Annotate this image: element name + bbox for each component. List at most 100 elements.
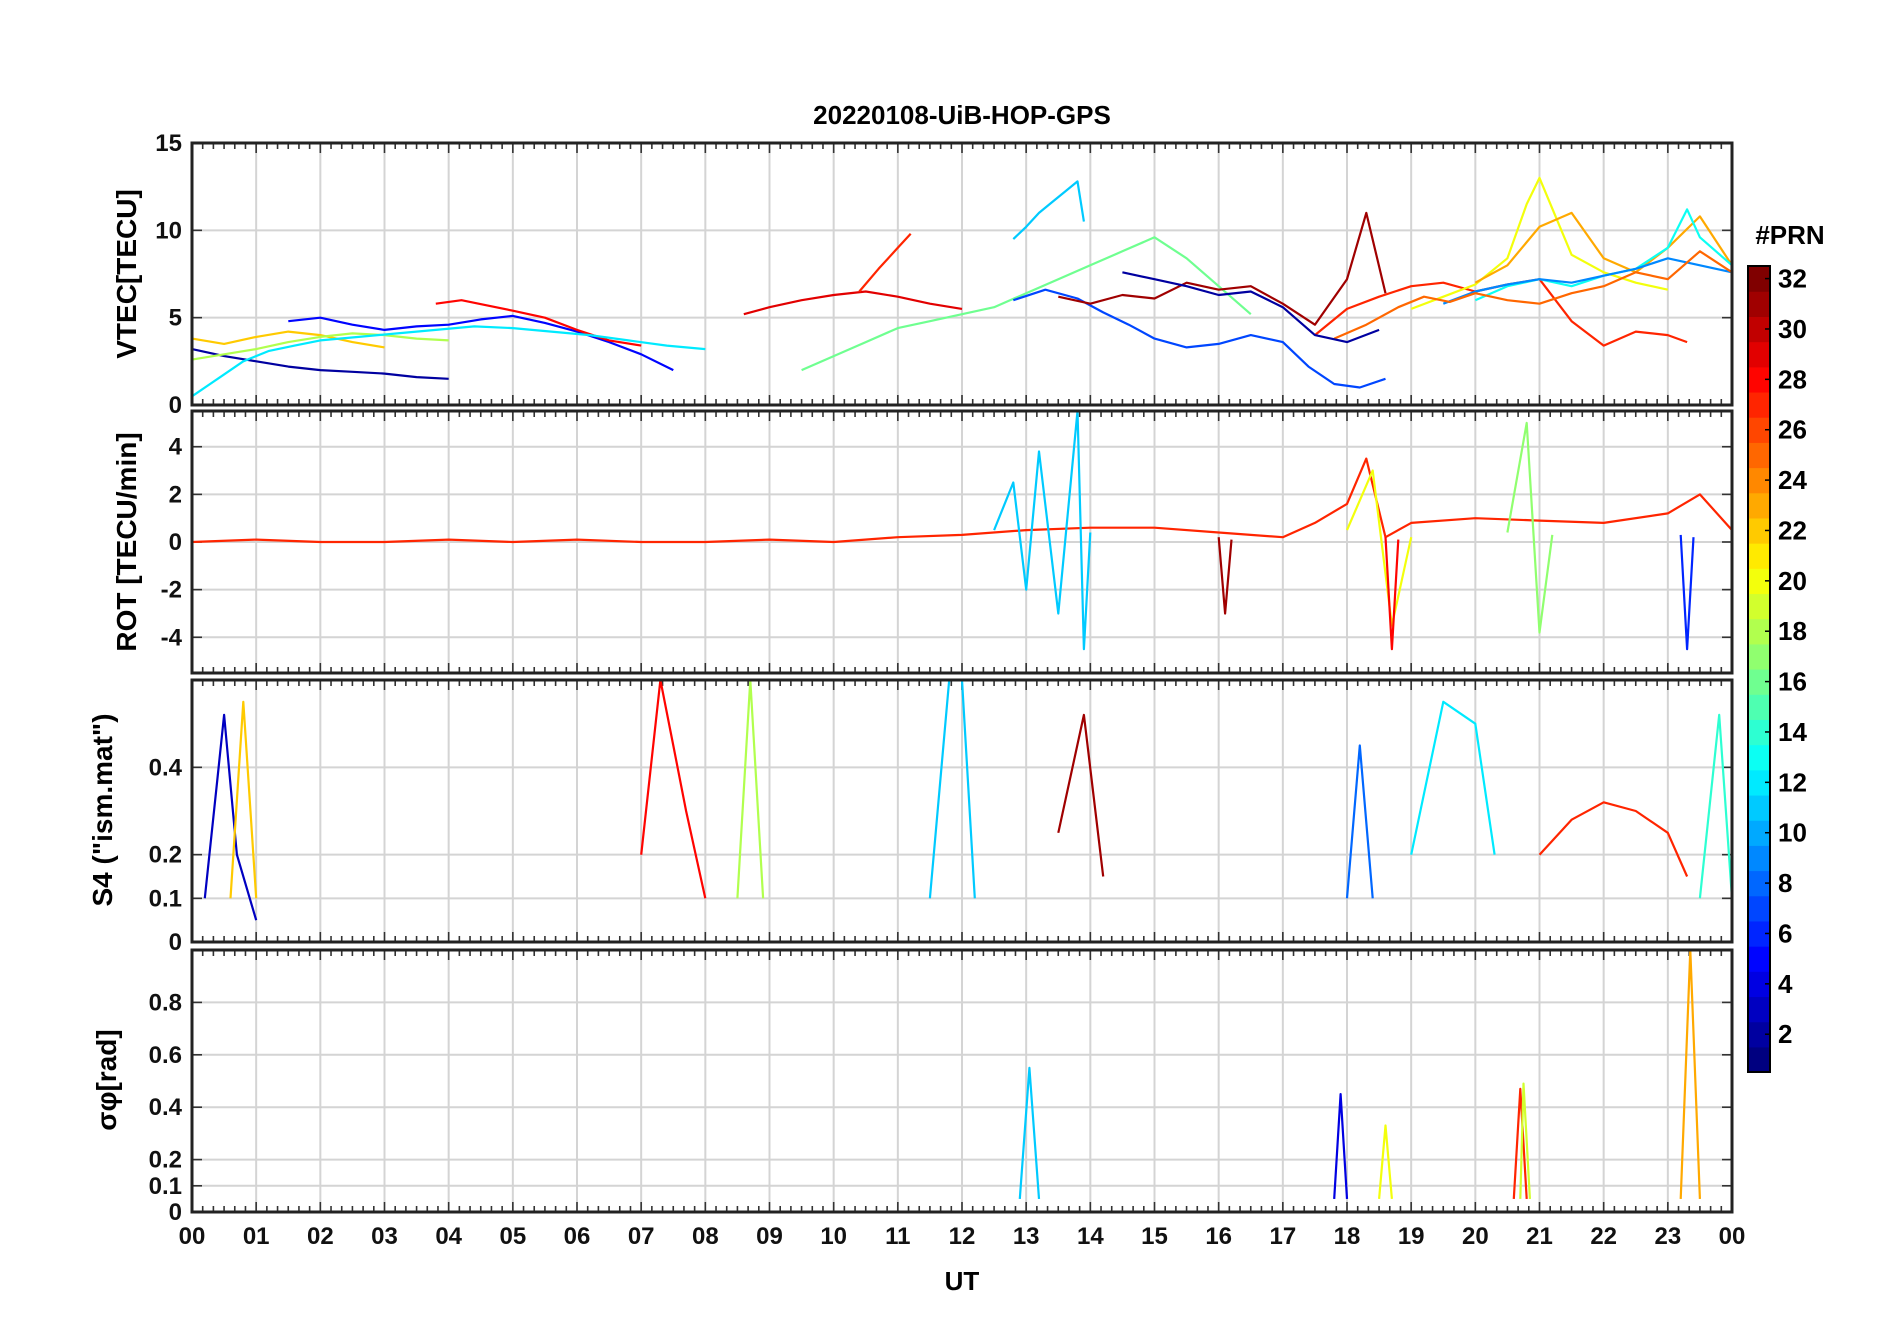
colorbar-tick-label: 8 [1778, 868, 1792, 898]
panel-frame [190, 678, 1734, 944]
x-tick-label: 16 [1205, 1223, 1232, 1250]
series-line-prn-11 [993, 409, 1092, 651]
x-tick-label: 13 [1013, 1223, 1040, 1250]
series-line-prn-20 [1345, 469, 1413, 627]
series-line-prn-14 [1698, 713, 1734, 899]
panel-rot: -4 -2 0 2 4 ROT [TECU/min] [111, 409, 1734, 675]
series-line-prn-11 [1012, 180, 1085, 240]
colorbar-cell-prn-8 [1748, 870, 1770, 897]
series-line-prn-6 [1679, 534, 1695, 651]
panel-vtec-ylabel: VTEC[TECU] [111, 189, 142, 359]
series-line-prn-27 [191, 457, 1733, 544]
x-tick-labels: 00 01 02 03 04 05 06 07 08 09 10 11 12 13 14 15 16 17 18 19… [179, 1223, 1746, 1250]
colorbar-tick-label: 28 [1778, 364, 1807, 394]
colorbar-cell-prn-24 [1748, 467, 1770, 494]
colorbar-cell-prn-31 [1748, 291, 1770, 317]
y-tick-label: 0.2 [149, 1147, 182, 1174]
series-line-prn-8 [1345, 744, 1374, 899]
x-tick-label: 17 [1269, 1223, 1296, 1250]
colorbar-cell-prn-4 [1748, 971, 1770, 998]
x-tick-label: 00 [179, 1223, 206, 1250]
series-line-prn-31 [1057, 713, 1105, 877]
y-tick-label: 0.8 [149, 989, 182, 1016]
series-line-prn-17 [1506, 421, 1554, 634]
chart-title: 20220108-UiB-HOP-GPS [813, 100, 1111, 130]
colorbar-tick-label: 24 [1778, 465, 1807, 495]
x-tick-label: 22 [1590, 1223, 1617, 1250]
series-line-prn-4 [1333, 1092, 1349, 1199]
series-line-prn-28 [435, 299, 642, 347]
colorbar-tick-label: 30 [1778, 314, 1807, 344]
series-line-prn-27 [858, 233, 912, 293]
series-line-prn-18 [191, 332, 449, 361]
y-tick-label: 0.2 [149, 842, 182, 869]
x-tick-label: 10 [820, 1223, 847, 1250]
y-tick-label: -2 [161, 577, 182, 604]
panel-frame [190, 141, 1734, 407]
colorbar-cell-prn-21 [1748, 543, 1770, 569]
y-tick-label: 0 [169, 929, 182, 956]
series-line-prn-28 [640, 678, 707, 899]
x-tick-label: 09 [756, 1223, 783, 1250]
colorbar-cell-prn-25 [1748, 442, 1770, 469]
series-line-prn-29 [743, 290, 963, 316]
x-tick-label: 08 [692, 1223, 719, 1250]
colorbar-tick-label: 18 [1778, 616, 1807, 646]
series-line-prn-27 [1512, 1087, 1528, 1199]
y-tick-label: -4 [161, 624, 183, 651]
colorbar-cell-prn-6 [1748, 920, 1770, 947]
x-tick-label: 15 [1141, 1223, 1168, 1250]
colorbar-tick-label: 26 [1778, 415, 1807, 445]
y-tick-label: 10 [155, 217, 182, 244]
series-line-prn-12 [191, 325, 706, 398]
panel-vtec: 0 5 10 15 VTEC[TECU] [111, 130, 1734, 419]
panel-s4-grid [191, 680, 1733, 943]
colorbar-frame [1747, 265, 1771, 1073]
y-tick-label: 0.1 [149, 885, 182, 912]
x-tick-label: 07 [628, 1223, 655, 1250]
colorbar-cell-prn-16 [1748, 669, 1770, 695]
series-line-prn-9 [1442, 257, 1733, 305]
panel-vtec-series [191, 176, 1733, 398]
x-tick-label: 04 [435, 1223, 462, 1250]
colorbar-cell-prn-13 [1748, 744, 1770, 771]
colorbar-cell-prn-11 [1748, 794, 1770, 821]
series-line-prn-20 [1410, 176, 1669, 310]
colorbar-cell-prn-32 [1748, 266, 1770, 292]
panel-s4: 0 0.1 0.2 0.4 S4 ("ism.mat") [87, 678, 1734, 956]
colorbar-cells [1748, 266, 1770, 1073]
colorbar-tick-label: 32 [1778, 264, 1807, 294]
colorbar-cell-prn-14 [1748, 719, 1770, 746]
y-tick-label: 0.4 [149, 1094, 183, 1121]
panel-rot-yticks: -4 -2 0 2 4 [161, 434, 183, 652]
colorbar-cell-prn-1 [1748, 1046, 1770, 1073]
x-tick-label: 02 [307, 1223, 334, 1250]
series-line-prn-12 [1410, 700, 1496, 855]
panel-sigma-phi-yticks: 00.10.2 0.4 0.6 0.8 [149, 989, 183, 1226]
series-line-prn-19 [1519, 1082, 1531, 1199]
panel-sigma-phi: 00.10.20.40.60.8 σφ[rad] 00 01 02 03 04 05 06 0… [91, 948, 1746, 1250]
y-tick-label: 2 [169, 481, 182, 508]
x-tick-label: 20 [1462, 1223, 1489, 1250]
x-tick-label: 19 [1398, 1223, 1425, 1250]
series-line-prn-2 [1122, 271, 1380, 344]
y-tick-label: 15 [155, 130, 182, 157]
colorbar-cell-prn-12 [1748, 769, 1770, 796]
colorbar-tick-label: 6 [1778, 918, 1792, 948]
y-tick-label: 0 [169, 392, 182, 419]
x-axis-label: UT [945, 1266, 980, 1296]
x-tick-label: 06 [564, 1223, 591, 1250]
panel-sigma-phi-ylabel: σφ[rad] [91, 1029, 122, 1130]
colorbar-cell-prn-26 [1748, 417, 1770, 443]
series-line-prn-2 [191, 348, 449, 380]
colorbar-tick-label: 12 [1778, 767, 1807, 797]
colorbar-cell-prn-15 [1748, 694, 1770, 720]
colorbar-tick-label: 16 [1778, 667, 1807, 697]
colorbar-tick-label: 4 [1778, 969, 1793, 999]
panel-s4-ylabel: S4 ("ism.mat") [87, 713, 118, 906]
colorbar-cell-prn-7 [1748, 895, 1770, 922]
series-line-prn-5 [288, 314, 674, 372]
series-line-prn-16 [801, 236, 1252, 372]
panel-frame [190, 409, 1734, 675]
